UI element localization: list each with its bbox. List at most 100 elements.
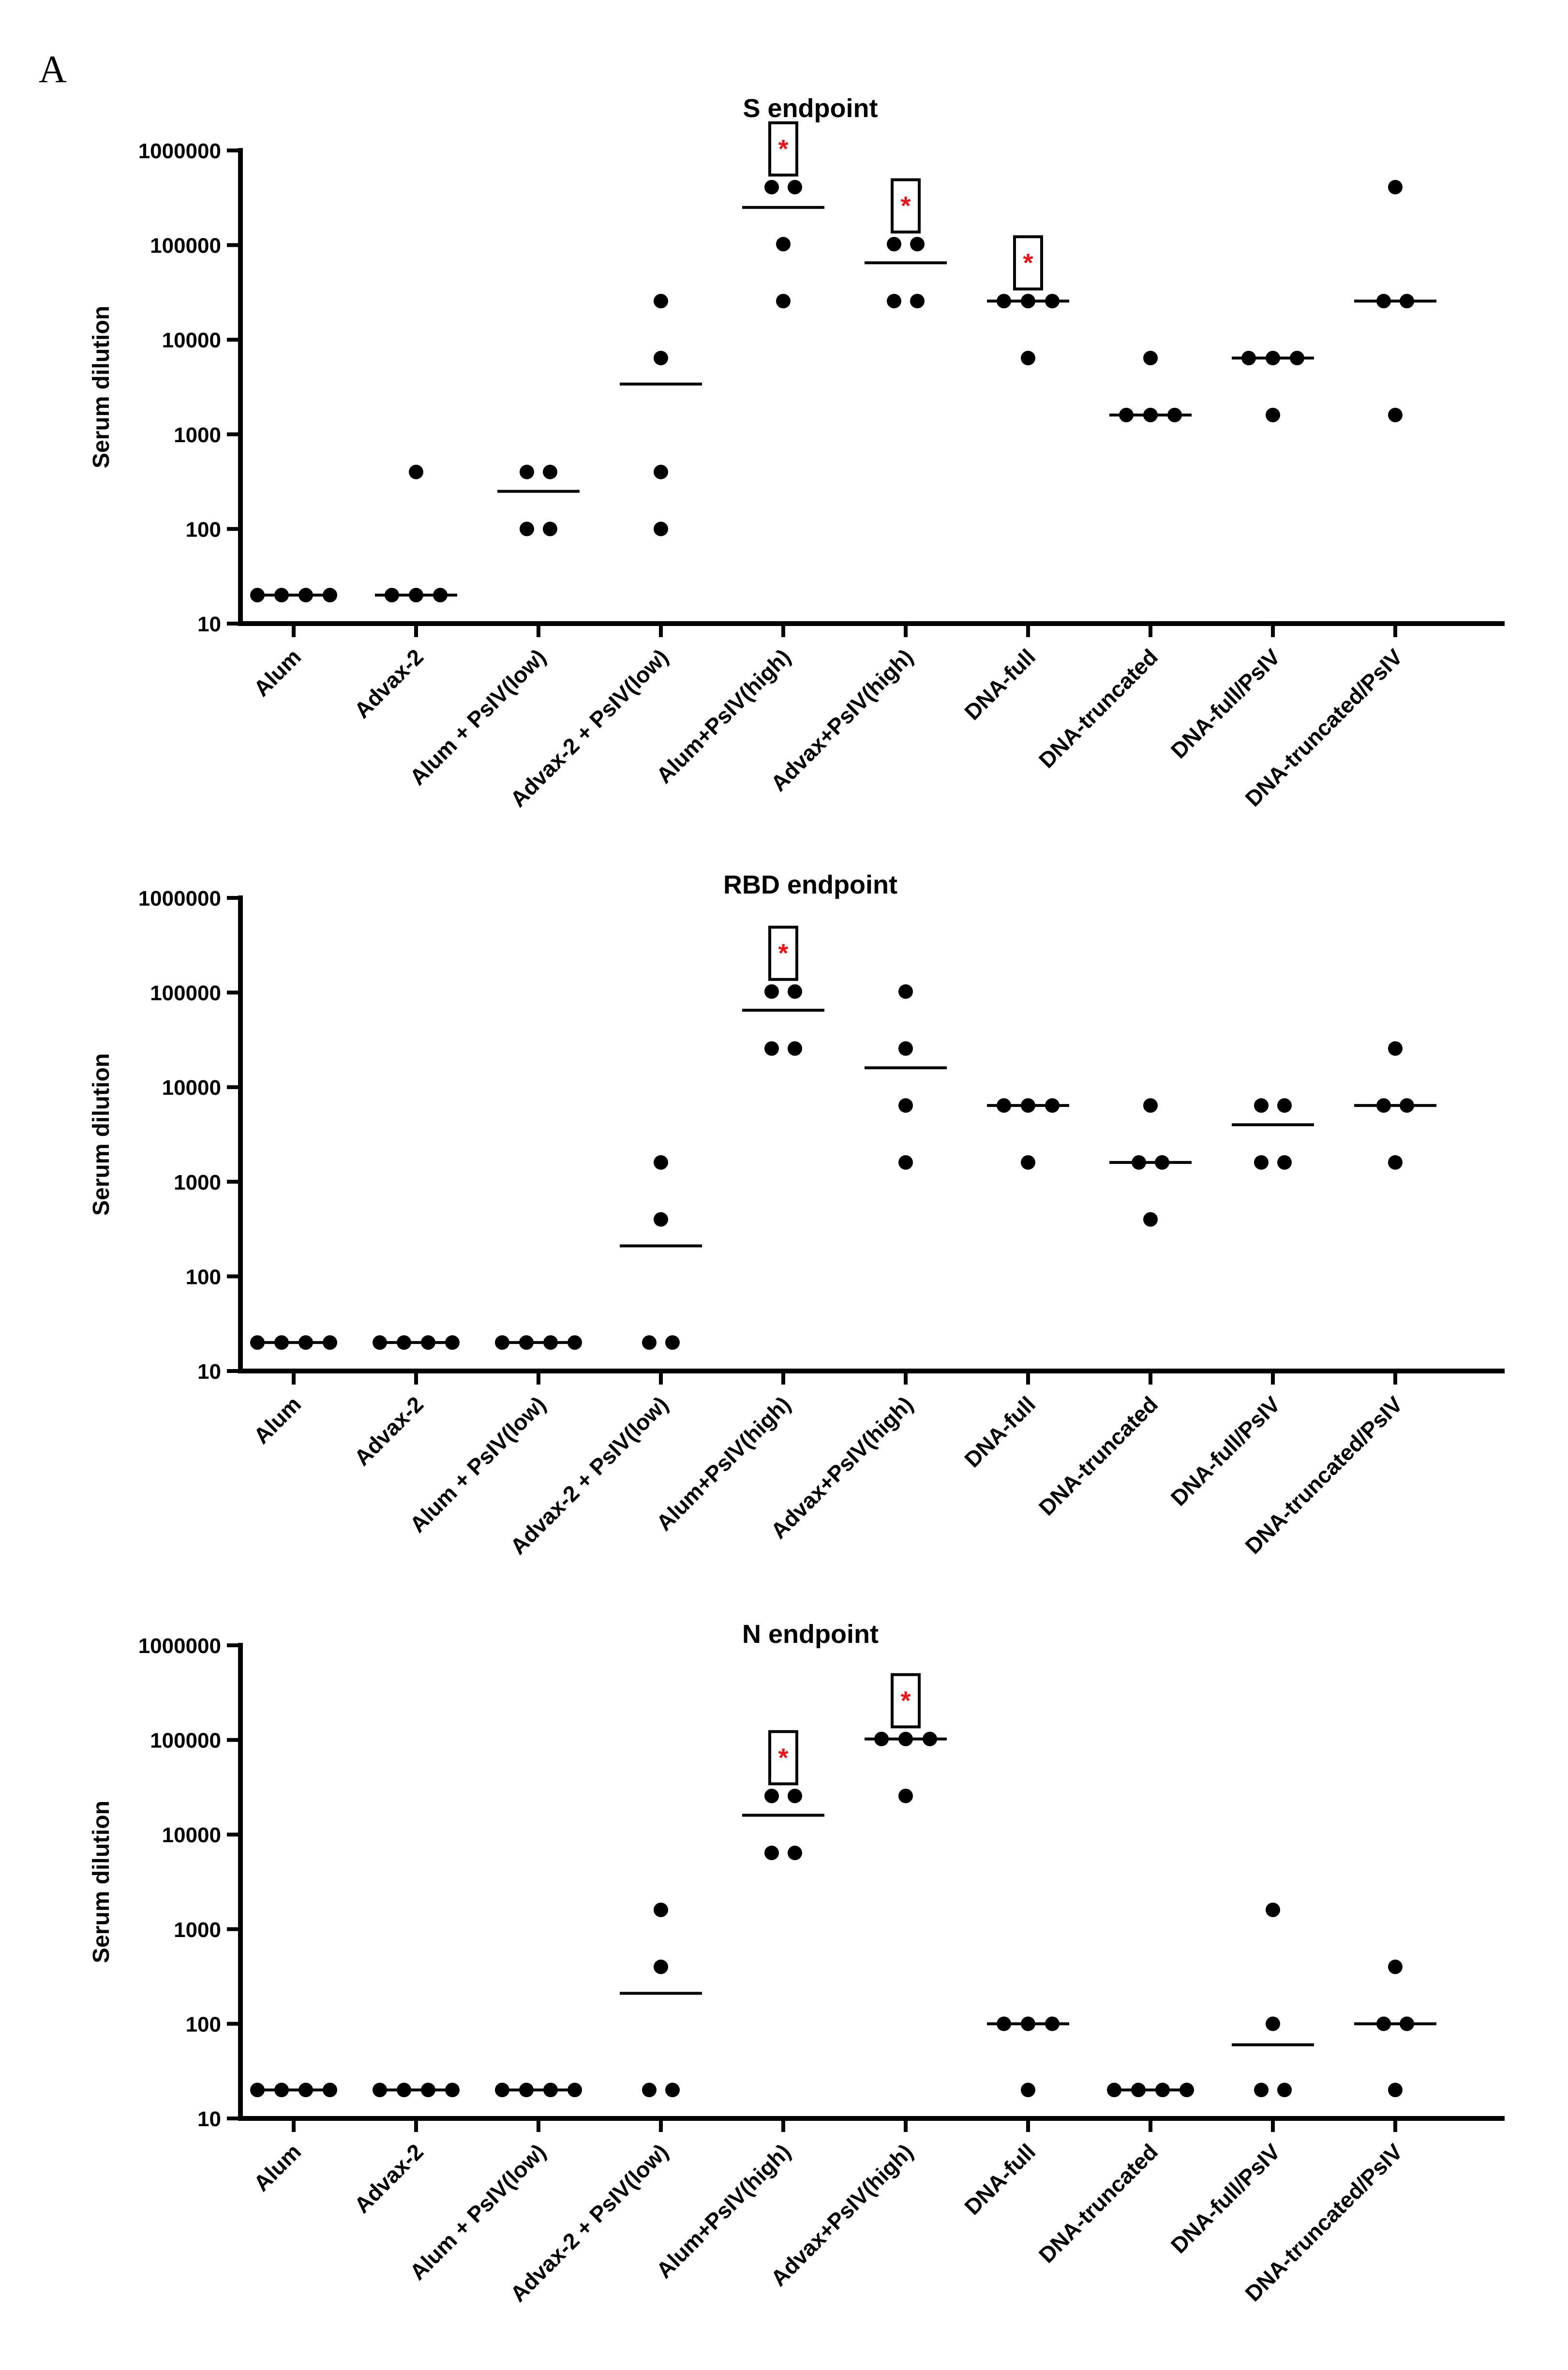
data-point (520, 464, 534, 479)
data-point (665, 1335, 680, 1350)
data-point (1254, 1098, 1269, 1113)
x-tick-label: Alum + PsIV(low) (405, 2139, 551, 2285)
data-point (764, 179, 779, 194)
significance-star: * (778, 939, 788, 968)
data-point (1266, 1902, 1280, 1917)
data-point (654, 294, 668, 309)
charts: S endpoint Serum dilution 10 100 1000 10000 10… (89, 94, 1505, 2307)
y-tick-label: 1000 (174, 1171, 221, 1194)
x-tick-label: Alum + PsIV(low) (405, 644, 551, 790)
data-point (1143, 351, 1158, 366)
data-point (1021, 1155, 1035, 1170)
data-point (1143, 1212, 1158, 1227)
significance-star: * (900, 192, 911, 221)
significance-star: * (900, 1686, 911, 1715)
x-tick-label: DNA-full (959, 2139, 1040, 2220)
data-point (1277, 2083, 1292, 2098)
chart-panel-1: S endpoint Serum dilution 10 100 1000 10000 10… (89, 94, 1505, 812)
data-point (409, 464, 423, 479)
significance-box (1013, 235, 1043, 291)
y-tick-label: 10 (197, 1360, 221, 1384)
y-tick-label: 1000 (174, 1918, 221, 1942)
data-point (887, 294, 901, 309)
significance-box (891, 1673, 921, 1729)
chart-title: N endpoint (742, 1620, 879, 1649)
x-tick-label: Alum (249, 644, 306, 701)
data-point (1266, 407, 1280, 422)
data-point (1266, 2016, 1280, 2031)
y-axis-label: Serum dilution (89, 306, 114, 468)
x-tick-label: Alum (249, 2139, 306, 2196)
x-tick-label: Alum (249, 1391, 306, 1448)
x-tick-label: Alum+PsIV(high) (651, 644, 795, 788)
data-point (788, 1789, 802, 1804)
significance-star: * (778, 134, 788, 164)
y-tick-label: 1000 (174, 423, 221, 447)
y-tick-label: 100 (186, 1265, 221, 1289)
data-point (764, 1041, 779, 1056)
x-tick-label: Advax-2 (349, 644, 428, 723)
significance-star: * (1023, 248, 1033, 277)
data-point (1388, 1959, 1403, 1974)
y-tick-label: 100000 (150, 1729, 221, 1753)
significance-box (768, 1730, 798, 1786)
data-point (642, 1335, 657, 1350)
data-point (898, 984, 913, 999)
data-point (788, 984, 802, 999)
data-point (776, 237, 791, 252)
x-tick-label: DNA-truncated (1034, 644, 1163, 773)
data-point (1254, 2083, 1269, 2098)
significance-box (891, 178, 921, 234)
y-tick-label: 10 (197, 612, 221, 636)
data-point (642, 2083, 657, 2098)
x-tick-label: DNA-full/PsIV (1166, 1391, 1285, 1511)
x-tick-label: DNA-truncated (1034, 2139, 1163, 2267)
data-point (1143, 1098, 1158, 1113)
x-tick-label: Alum+PsIV(high) (651, 1391, 795, 1535)
chart-panel-2: RBD endpoint Serum dilution 10 100 1000 10000… (89, 870, 1505, 1559)
data-point (654, 1212, 668, 1227)
y-tick-label: 10 (197, 2107, 221, 2131)
chart-title: S endpoint (743, 94, 878, 123)
x-tick-label: Alum + PsIV(low) (405, 1391, 551, 1537)
data-point (764, 1789, 779, 1804)
data-point (788, 1846, 802, 1861)
data-point (776, 294, 791, 309)
data-point (910, 237, 925, 252)
data-point (654, 522, 668, 537)
x-tick-label: Alum+PsIV(high) (651, 2139, 795, 2283)
data-point (543, 464, 557, 479)
y-tick-label: 10000 (162, 1076, 221, 1100)
x-tick-label: DNA-full/PsIV (1166, 644, 1285, 763)
panel-label: A (39, 48, 67, 91)
y-tick-label: 100 (186, 2012, 221, 2036)
significance-star: * (778, 1743, 788, 1772)
y-axis-label: Serum dilution (89, 1801, 114, 1963)
data-point (1388, 407, 1403, 422)
x-tick-label: DNA-full/PsIV (1166, 2139, 1285, 2258)
data-point (764, 1846, 779, 1861)
data-point (898, 1789, 913, 1804)
data-point (1277, 1098, 1292, 1113)
data-point (1277, 1155, 1292, 1170)
data-point (1021, 2083, 1035, 2098)
data-point (1388, 1155, 1403, 1170)
significance-box (768, 121, 798, 177)
data-point (887, 237, 901, 252)
y-tick-label: 100000 (150, 234, 221, 258)
x-tick-label: DNA-full (959, 644, 1040, 725)
data-point (1388, 179, 1403, 194)
data-point (543, 522, 557, 537)
data-point (1254, 1155, 1269, 1170)
data-point (654, 1155, 668, 1170)
data-point (764, 984, 779, 999)
data-point (788, 179, 802, 194)
data-point (520, 522, 534, 537)
data-point (654, 464, 668, 479)
data-point (898, 1098, 913, 1113)
x-tick-label: Advax-2 (349, 2139, 428, 2218)
y-tick-label: 1000000 (138, 1634, 221, 1658)
data-point (654, 351, 668, 366)
y-tick-label: 100 (186, 518, 221, 541)
